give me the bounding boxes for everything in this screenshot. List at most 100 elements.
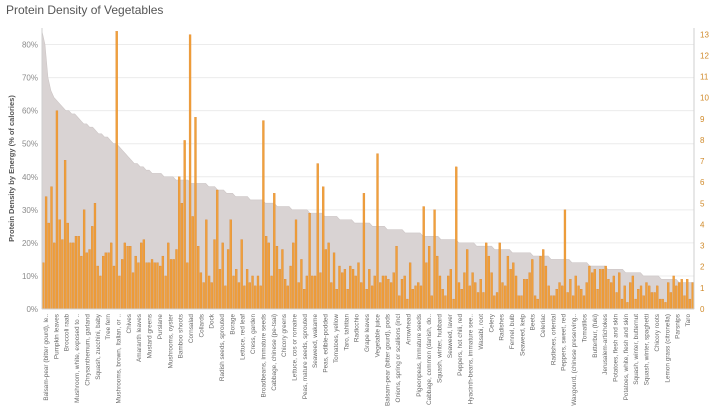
bar — [506, 255, 510, 310]
y-left-tick-label: 30% — [22, 206, 38, 215]
bar — [629, 282, 632, 310]
category-label: Waxgourd, (chinese preserving.. — [571, 314, 578, 406]
bar — [365, 289, 368, 310]
bar — [574, 275, 577, 310]
bar — [175, 249, 178, 310]
bar — [653, 292, 656, 310]
bar — [278, 269, 281, 310]
bar — [243, 285, 246, 310]
bar — [533, 295, 537, 310]
bar — [42, 262, 45, 310]
bar — [256, 275, 260, 310]
bar — [341, 272, 344, 310]
bar — [403, 275, 406, 310]
bar — [118, 275, 121, 310]
bar — [324, 249, 328, 310]
bar — [145, 262, 148, 310]
bar — [523, 279, 526, 310]
category-label: Vegetable juice — [374, 314, 381, 358]
bars — [42, 31, 694, 310]
bar — [226, 249, 230, 310]
bar — [88, 249, 91, 310]
bar — [140, 242, 143, 310]
y-left-tick-label: 20% — [22, 239, 38, 248]
bar — [661, 298, 664, 310]
bar — [656, 285, 659, 310]
bar — [104, 252, 107, 310]
y-right-tick-label: 0 — [700, 305, 705, 314]
bar — [623, 285, 626, 310]
bar — [362, 193, 366, 310]
bar — [577, 285, 580, 310]
bar — [292, 242, 295, 310]
y-right-tick-label: 1 — [700, 284, 705, 293]
bar — [63, 160, 67, 310]
bar — [235, 269, 238, 310]
bar — [330, 282, 333, 310]
bar — [417, 282, 420, 310]
bar — [686, 279, 689, 310]
bar — [425, 262, 428, 310]
bar — [419, 285, 423, 310]
bar — [205, 219, 208, 310]
bar — [286, 285, 289, 310]
category-label: Jerusalem-artichokes — [602, 314, 609, 375]
bar — [680, 279, 683, 310]
bar — [667, 282, 670, 310]
bar — [620, 298, 624, 310]
y-left-tick-label: 60% — [22, 107, 38, 116]
bar — [169, 259, 173, 310]
bar — [297, 282, 300, 310]
bar — [677, 282, 681, 310]
bar — [134, 255, 137, 310]
bar — [542, 249, 545, 310]
bar — [664, 302, 667, 310]
bar — [596, 289, 599, 310]
bar — [669, 292, 673, 310]
category-label: Squash, winter, hubbard — [436, 314, 443, 383]
bar — [555, 289, 558, 310]
bar — [471, 272, 474, 310]
y-right-tick-label: 11 — [700, 73, 709, 82]
category-label: Broadbeans, immature seeds — [260, 314, 267, 397]
bar — [74, 236, 78, 310]
bar — [199, 272, 203, 310]
category-label: Wasabi, root — [478, 314, 485, 350]
bar — [66, 222, 69, 310]
category-label: Pumpkin leaves — [53, 314, 60, 359]
category-label: Dock — [209, 313, 216, 328]
y-left-tick-label: 40% — [22, 173, 38, 182]
bar — [129, 246, 132, 310]
category-label: Tomatillos — [581, 314, 588, 342]
bar — [384, 275, 387, 310]
bar — [112, 265, 116, 310]
average-density-area — [41, 31, 695, 310]
category-label: Chicory greens — [281, 314, 288, 357]
bar — [316, 163, 319, 310]
bar — [354, 275, 357, 310]
bar — [44, 196, 48, 310]
category-label: Onions, spring or scallions (incl — [395, 314, 402, 402]
category-label: Peas, mature seeds, sprouted — [302, 314, 309, 400]
category-label: Lettuce, red leaf — [240, 314, 247, 360]
bar — [498, 242, 501, 310]
bar — [610, 282, 613, 310]
y-right-tick-label: 9 — [700, 115, 705, 124]
bar — [167, 242, 170, 310]
category-label: Peppers, hot chili, red — [457, 314, 464, 376]
bar — [313, 275, 317, 310]
category-label: Butterbur, (fuki) — [592, 314, 599, 358]
bar — [650, 292, 654, 310]
y-right-tick-label: 5 — [700, 199, 705, 208]
bar — [159, 265, 162, 310]
y-right-tick-label: 2 — [700, 263, 705, 272]
bar — [482, 292, 485, 310]
bar — [580, 289, 583, 310]
bar — [237, 282, 241, 310]
category-label: Cabbage, common (danish, do.. — [426, 314, 433, 405]
bar — [50, 186, 53, 310]
bar — [53, 242, 56, 310]
bar — [395, 246, 398, 310]
bar — [675, 285, 678, 310]
